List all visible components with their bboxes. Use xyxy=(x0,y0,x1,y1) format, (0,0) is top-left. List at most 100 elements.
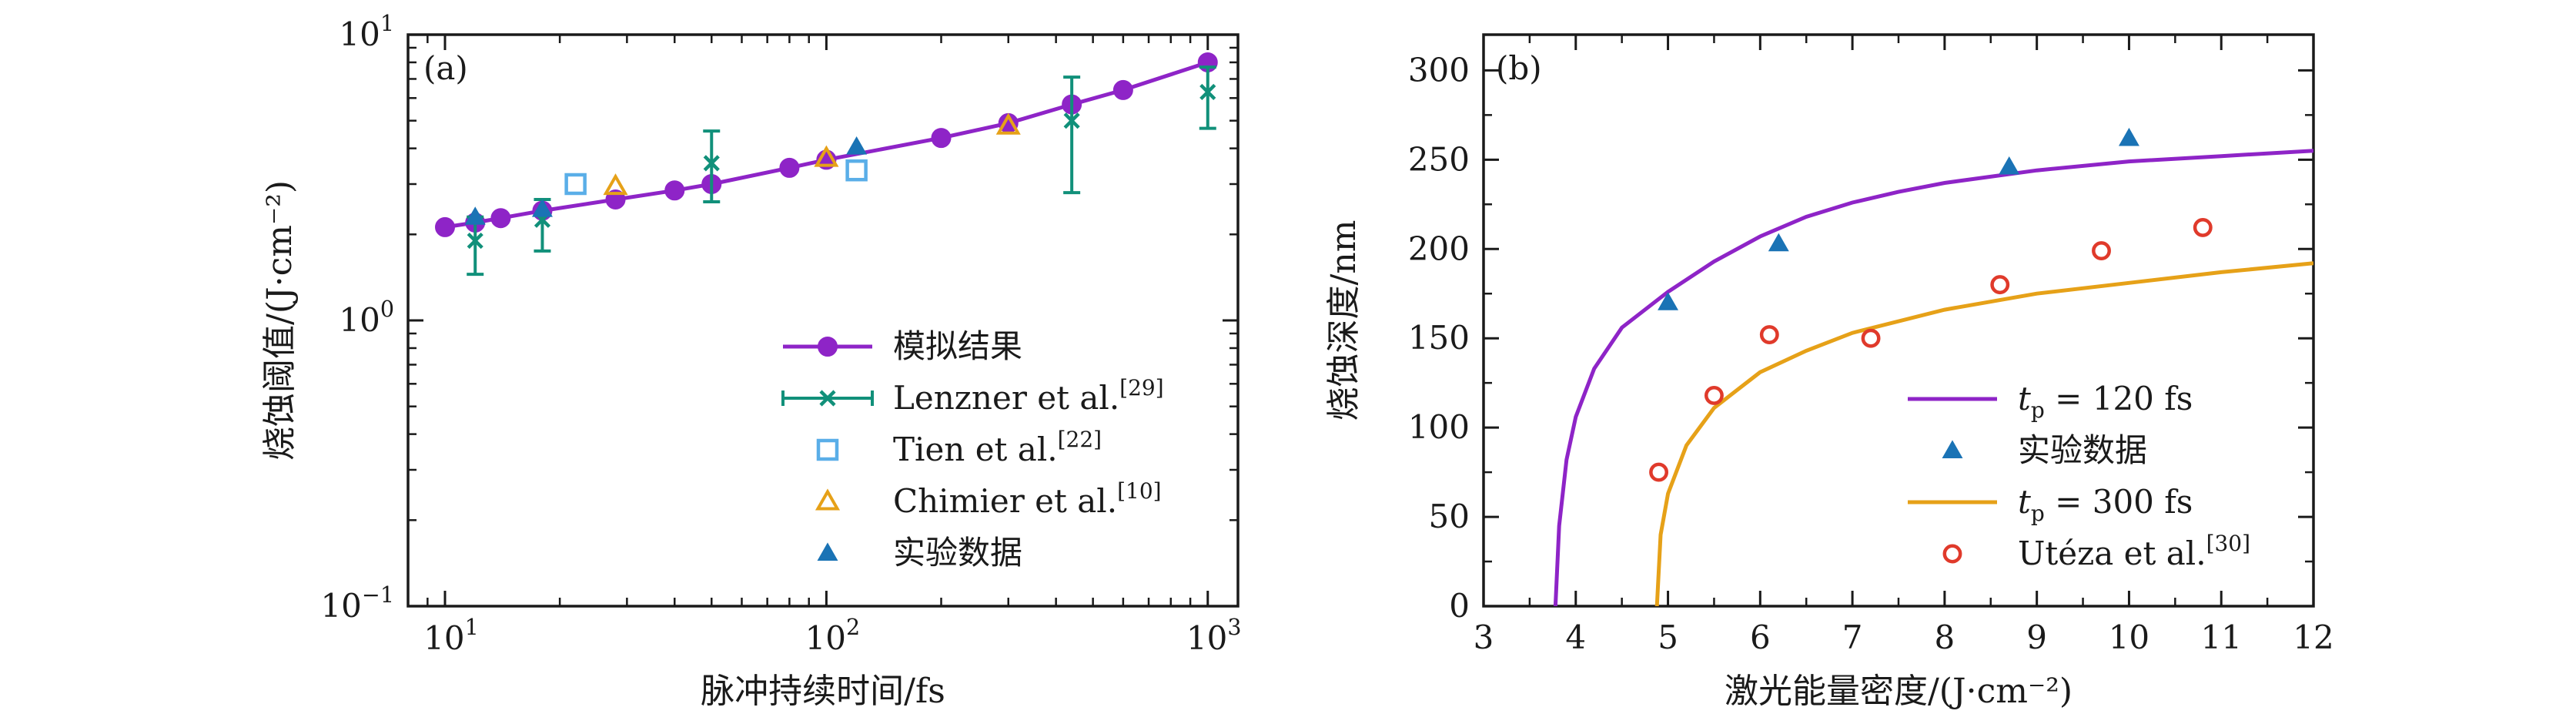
panel-label: (a) xyxy=(423,49,468,87)
data-point xyxy=(1063,112,1080,129)
legend-item: Utéza et al.[30] xyxy=(1942,531,2250,572)
legend-marker xyxy=(819,390,836,407)
data-point xyxy=(435,216,456,237)
data-point xyxy=(814,145,839,167)
series-line xyxy=(444,60,1209,230)
series-line xyxy=(1553,149,2313,606)
legend-label: Utéza et al.[30] xyxy=(2018,531,2250,572)
y-tick-label: 101 xyxy=(339,10,394,53)
legend-item: Lenzner et al.[29] xyxy=(781,375,1164,417)
data-point xyxy=(464,206,486,225)
y-axis-label: 烧蚀深度/nm xyxy=(1324,220,1363,421)
x-tick-label: 103 xyxy=(1186,614,1242,657)
data-point xyxy=(1112,79,1133,100)
data-point xyxy=(703,155,720,172)
series-tp-300-fs xyxy=(1654,261,2313,606)
y-tick-label: 100 xyxy=(1408,408,1470,446)
data-point xyxy=(2092,241,2111,261)
data-point xyxy=(1999,156,2020,175)
x-tick-label: 8 xyxy=(1935,618,1955,656)
series-series xyxy=(435,52,1218,237)
data-point xyxy=(1861,328,1881,348)
legend-marker xyxy=(817,542,838,561)
legend-item: Tien et al.[22] xyxy=(816,427,1102,468)
data-point xyxy=(532,199,553,217)
data-point xyxy=(1649,462,1669,482)
x-tick-label: 7 xyxy=(1842,618,1863,656)
panel-a: 101 102 103 10−1 100 101 (a) 脉冲持续时间/fs 烧蚀阈值/(J·c… xyxy=(260,10,1242,711)
legend-marker xyxy=(816,438,839,461)
data-point xyxy=(564,173,587,196)
series-line xyxy=(1654,261,2313,606)
y-tick-label: 50 xyxy=(1429,498,1470,535)
data-point xyxy=(779,157,800,178)
series-tp-120-fs xyxy=(1553,149,2313,606)
legend-label: Chimier et al.[10] xyxy=(893,478,1162,520)
x-tick-label: 3 xyxy=(1474,618,1494,656)
series-series xyxy=(1658,127,2139,310)
x-tick-label: 5 xyxy=(1658,618,1678,656)
series-series xyxy=(464,136,868,225)
x-tick-label: 6 xyxy=(1750,618,1771,656)
y-tick-label: 150 xyxy=(1408,319,1470,357)
legend-marker xyxy=(1942,440,1963,458)
plot-frame xyxy=(1482,33,2315,608)
data-point xyxy=(995,112,1021,135)
x-axis-label: 激光能量密度/(J·cm⁻²) xyxy=(1725,672,2073,711)
data-point xyxy=(846,136,868,155)
y-tick-label: 250 xyxy=(1408,140,1470,178)
data-point xyxy=(603,173,628,196)
legend-a: 模拟结果 Lenzner et al.[29] Tien et al.[22] Chi… xyxy=(781,327,1164,571)
legend-label: 实验数据 xyxy=(893,534,1022,571)
legend-b: tp = 120 fs 实验数据 tp = 300 fs Utéza et al.[3… xyxy=(1908,380,2250,572)
y-tick-label: 200 xyxy=(1408,230,1470,267)
data-point xyxy=(664,180,685,201)
series-chimier-et-al xyxy=(603,112,1021,196)
series-ut-za-et-al xyxy=(1649,217,2213,482)
x-tick-label: 9 xyxy=(2026,618,2047,656)
series-lenzner-et-al xyxy=(467,65,1216,277)
x-tick-label: 11 xyxy=(2200,618,2241,656)
y-tick-label: 0 xyxy=(1449,587,1470,625)
legend-item: Chimier et al.[10] xyxy=(815,478,1162,520)
x-axis-label: 脉冲持续时间/fs xyxy=(701,672,945,711)
y-tick-label: 10−1 xyxy=(320,582,394,625)
x-tick-label: 4 xyxy=(1565,618,1586,656)
data-point xyxy=(1759,325,1779,344)
legend-label: tp = 300 fs xyxy=(2018,483,2193,526)
data-point xyxy=(490,208,511,229)
data-point xyxy=(931,128,952,149)
legend-marker xyxy=(818,337,838,357)
panel-label: (b) xyxy=(1496,49,1542,87)
data-point xyxy=(845,159,868,182)
data-point xyxy=(467,232,483,250)
legend-item: tp = 120 fs xyxy=(1908,380,2193,423)
legend-label: 模拟结果 xyxy=(893,327,1022,365)
legend-label: tp = 120 fs xyxy=(2018,380,2193,423)
series-tien-et-al xyxy=(564,159,868,196)
y-axis-label: 烧蚀阈值/(J·cm⁻²) xyxy=(260,180,299,461)
data-point xyxy=(2193,217,2213,237)
panel-b: 3 4 5 6 7 8 9 10 11 12 0 50 100 150 200 250 300 (b) 激光能量密度… xyxy=(1324,33,2334,711)
data-point xyxy=(1990,275,2010,295)
legend-label: Tien et al.[22] xyxy=(893,427,1102,468)
x-tick-label: 102 xyxy=(805,614,861,657)
x-tick-label: 101 xyxy=(423,614,479,657)
data-point xyxy=(1768,233,1789,252)
legend-label: 实验数据 xyxy=(2018,431,2147,469)
legend-marker xyxy=(1942,544,1962,564)
legend-item: tp = 300 fs xyxy=(1908,483,2193,526)
legend-marker xyxy=(815,488,841,511)
y-tick-label: 300 xyxy=(1408,51,1470,89)
x-tick-label: 10 xyxy=(2109,618,2149,656)
legend-item: 实验数据 xyxy=(817,534,1022,571)
plot-frame xyxy=(406,33,1239,608)
data-point xyxy=(1704,385,1724,405)
data-point xyxy=(2118,127,2139,146)
data-point xyxy=(1658,292,1679,310)
x-tick-label: 12 xyxy=(2293,618,2333,656)
legend-item: 模拟结果 xyxy=(783,327,1022,365)
legend-label: Lenzner et al.[29] xyxy=(893,375,1164,417)
data-point xyxy=(1199,83,1216,101)
